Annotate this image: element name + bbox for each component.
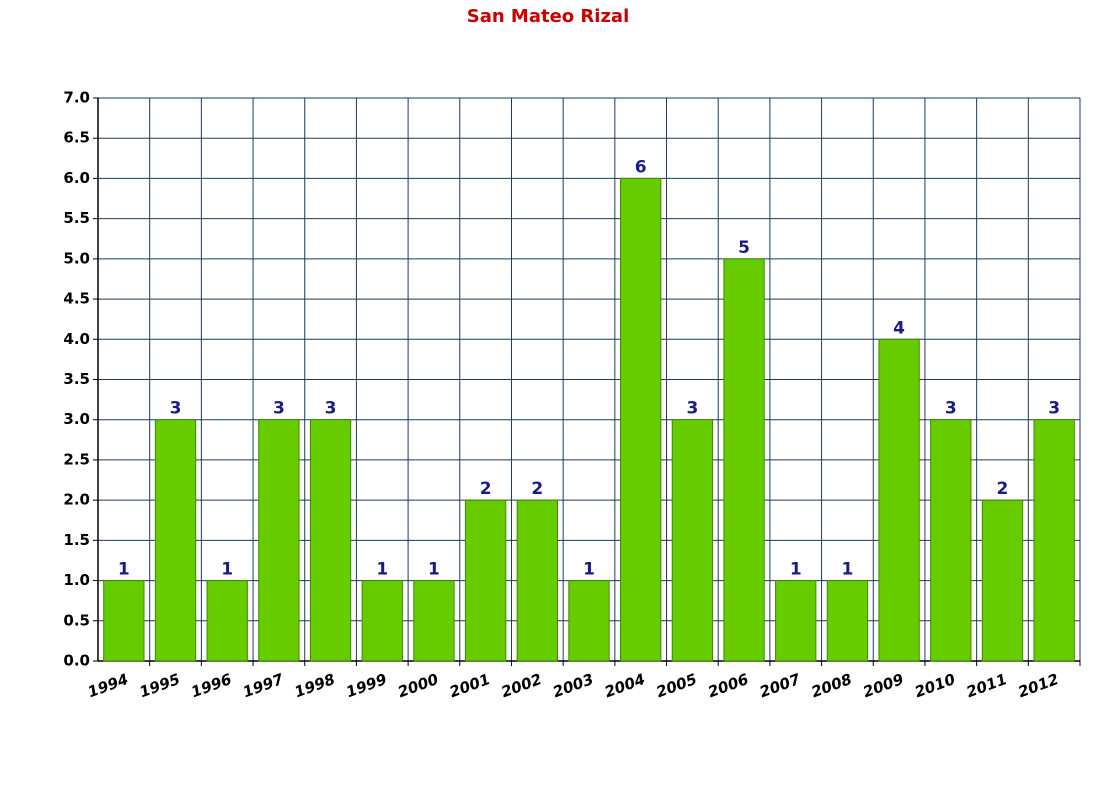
y-tick-label: 3.5	[63, 370, 90, 388]
bar	[413, 580, 455, 662]
x-tick-label: 2005	[654, 670, 699, 701]
bar	[258, 419, 300, 662]
y-tick-label: 1.0	[63, 571, 90, 589]
data-label: 1	[221, 560, 233, 580]
bar	[981, 499, 1024, 662]
x-tick-label: 2010	[912, 670, 957, 701]
data-label: 1	[841, 560, 853, 580]
y-tick-label: 6.0	[63, 169, 90, 187]
y-tick-label: 7.0	[63, 89, 90, 107]
x-tick-label: 2009	[861, 670, 906, 701]
x-tick-label: 2000	[395, 670, 440, 701]
bar	[361, 580, 403, 662]
data-label: 3	[325, 399, 337, 419]
x-tick-label: 2012	[1016, 670, 1061, 701]
y-tick-label: 3.0	[63, 410, 90, 428]
x-tick-label: 1998	[292, 670, 337, 701]
y-tick-label: 4.0	[63, 330, 90, 348]
data-label: 6	[635, 157, 647, 177]
x-tick-label: 1997	[240, 670, 286, 701]
data-label: 3	[686, 399, 698, 419]
data-label: 1	[583, 560, 595, 580]
data-label: 4	[893, 318, 905, 338]
x-tick-label: 2004	[602, 670, 647, 701]
y-tick-label: 0.0	[63, 652, 90, 670]
bar	[154, 419, 197, 662]
data-label: 1	[376, 560, 388, 580]
y-tick-label: 2.5	[63, 450, 90, 468]
y-tick-label: 5.0	[63, 249, 90, 267]
x-tick-label: 2008	[809, 670, 854, 701]
x-tick-label: 2006	[706, 670, 751, 701]
x-tick-label: 2007	[757, 670, 803, 701]
y-tick-label: 5.5	[63, 209, 90, 227]
data-label: 5	[738, 238, 750, 258]
bar	[1033, 419, 1075, 662]
bar	[103, 580, 145, 662]
bar	[309, 419, 352, 662]
data-label: 3	[1048, 399, 1060, 419]
data-label: 2	[480, 479, 492, 499]
y-tick-label: 1.5	[63, 531, 90, 549]
x-tick-label: 2011	[964, 670, 1009, 701]
y-tick-label: 0.5	[63, 611, 90, 629]
bar	[826, 580, 869, 662]
y-tick-label: 6.5	[63, 129, 90, 147]
bar	[775, 580, 817, 662]
x-tick-label: 1995	[137, 670, 182, 701]
data-label: 3	[170, 399, 182, 419]
bar	[620, 177, 662, 662]
bar	[464, 499, 507, 662]
y-tick-label: 2.0	[63, 491, 90, 509]
y-tick-label: 4.5	[63, 290, 90, 308]
data-label: 2	[997, 479, 1009, 499]
bar	[568, 580, 610, 662]
data-label: 3	[945, 399, 957, 419]
data-label: 1	[118, 560, 130, 580]
x-tick-label: 1996	[189, 670, 234, 701]
bar	[930, 419, 972, 662]
x-tick-label: 1999	[344, 670, 389, 701]
bar	[723, 258, 765, 662]
data-label: 2	[531, 479, 543, 499]
bar	[671, 419, 714, 662]
bar	[516, 499, 558, 662]
x-tick-label: 2001	[447, 670, 492, 701]
data-label: 1	[428, 560, 440, 580]
x-tick-label: 2002	[499, 670, 544, 701]
data-label: 3	[273, 399, 285, 419]
data-label: 1	[790, 560, 802, 580]
x-tick-label: 2003	[551, 670, 596, 701]
bar	[206, 580, 248, 662]
chart-title: San Mateo Rizal	[467, 6, 630, 27]
x-tick-label: 1994	[85, 670, 130, 701]
bar	[878, 338, 920, 662]
